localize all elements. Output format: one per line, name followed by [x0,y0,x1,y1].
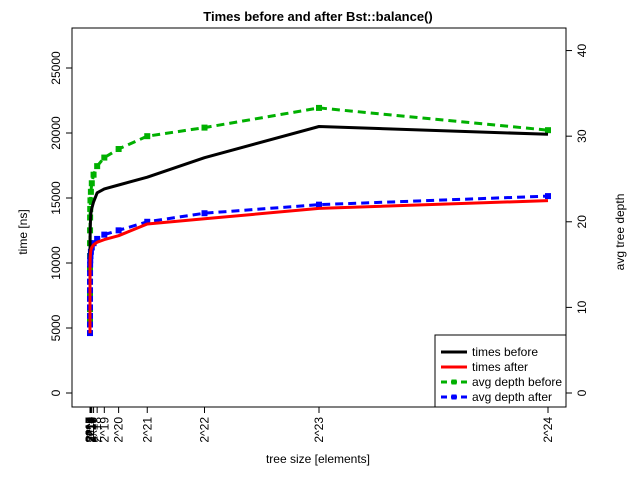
x-tick-label: 2^11 [83,417,97,442]
y-axis-left: 0 5000 10000 15000 20000 25000 [49,51,72,396]
x-tick-label: 2^18 [90,417,104,443]
series-point-avg-depth-before [88,180,95,187]
y-tick-label: 0 [49,389,63,396]
y2-axis-label: avg tree depth [613,194,627,271]
series-point-avg-depth-after [115,227,122,234]
series-point-avg-depth-before [101,154,108,161]
x-axis: 2^42^52^62^72^82^92^102^112^122^132^142^… [83,407,555,443]
legend-label: times before [472,345,538,359]
x-axis-label: tree size [elements] [266,452,370,466]
y-tick-label: 5000 [49,314,63,341]
y2-tick-label: 0 [575,389,589,396]
series-point-avg-depth-before [545,127,551,134]
series-point-avg-depth-before [94,163,101,170]
y-axis-right: 0 10 20 30 40 [566,44,589,396]
x-tick-label: 2^14 [83,417,97,443]
x-tick-label: 2^22 [198,417,212,443]
y-tick-label: 10000 [49,246,63,280]
legend-label: times after [472,360,528,374]
y-tick-label: 15000 [49,181,63,215]
series-point-avg-depth-after [101,231,108,238]
x-tick-label: 2^15 [84,417,98,443]
legend-label: avg depth before [472,375,562,389]
series-layer [87,104,551,337]
x-tick-label: 2^7 [83,417,97,436]
legend-label: avg depth after [472,390,552,404]
x-tick-label: 2^20 [112,417,126,443]
y2-tick-label: 20 [575,215,589,229]
x-tick-label: 2^17 [87,417,101,443]
chart-title: Times before and after Bst::balance() [203,9,432,24]
series-point-avg-depth-before [90,171,97,178]
series-point-avg-depth-after [201,210,208,217]
x-tick-label: 2^6 [83,417,97,436]
y2-tick-label: 10 [575,300,589,314]
x-tick-label: 2^16 [85,417,99,443]
series-point-avg-depth-after [545,193,551,200]
y-tick-label: 25000 [49,51,63,85]
series-point-avg-depth-before [201,124,208,131]
series-line-times-before [88,125,549,334]
x-tick-label: 2^19 [97,417,111,443]
series-point-avg-depth-after [316,201,322,208]
y-tick-label: 20000 [49,116,63,150]
series-line-avg-depth-before [88,106,549,322]
series-line-avg-depth-after [88,194,549,334]
y-axis-label: time [ns] [16,209,30,254]
series-point-avg-depth-before [87,188,94,195]
legend-marker [451,394,457,400]
x-tick-label: 2^21 [140,417,154,443]
x-tick-label: 2^23 [312,417,326,443]
series-point-avg-depth-before [316,104,322,111]
x-tick-label: 2^12 [83,417,97,443]
x-tick-label: 2^13 [83,417,97,443]
legend-box [434,334,567,408]
legend-marker [451,379,457,385]
x-tick-label: 2^24 [541,417,555,443]
series-point-avg-depth-before [144,133,151,140]
x-tick-label: 2^9 [83,417,97,436]
y2-tick-label: 30 [575,129,589,143]
x-tick-label: 2^4 [83,417,97,436]
x-tick-label: 2^10 [83,417,97,443]
series-line-times-after [88,199,549,334]
series-point-avg-depth-before [115,146,122,153]
y2-tick-label: 40 [575,44,589,58]
x-tick-label: 2^5 [83,417,97,436]
x-tick-label: 2^8 [83,417,97,436]
